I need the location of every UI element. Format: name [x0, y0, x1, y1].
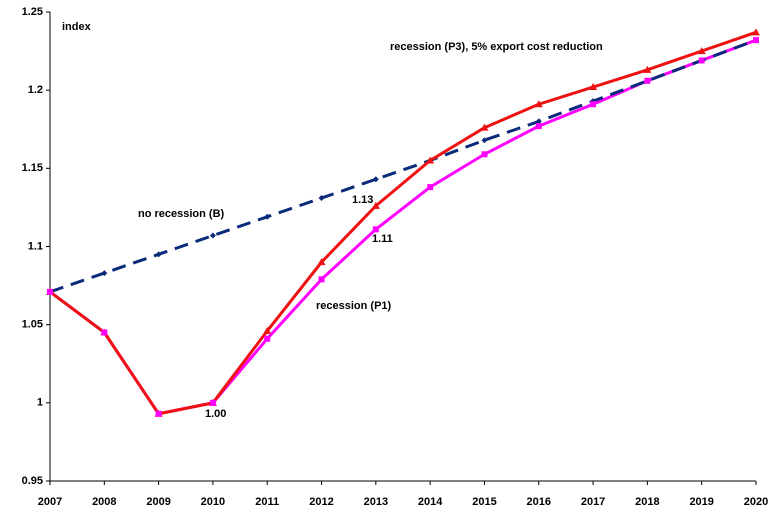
series-line [49, 38, 757, 294]
marker [101, 329, 108, 336]
annotation: 1.00 [205, 408, 226, 420]
y-tick-label: 1 [37, 397, 43, 409]
marker [155, 410, 162, 417]
x-tick-label: 2020 [744, 496, 768, 508]
marker [644, 77, 651, 84]
annotation: 1.13 [352, 194, 373, 206]
series-label: recession (P1) [316, 300, 392, 312]
marker [318, 276, 325, 283]
y-tick-label: 0.95 [22, 475, 43, 487]
marker [372, 176, 379, 183]
marker [589, 83, 598, 91]
marker [318, 195, 325, 202]
x-tick-label: 2014 [418, 496, 443, 508]
y-tick-label: 1.2 [28, 84, 43, 96]
marker [372, 226, 379, 233]
x-tick-label: 2013 [364, 496, 388, 508]
marker [209, 232, 216, 239]
marker [101, 270, 108, 277]
x-tick-label: 2011 [255, 496, 279, 508]
x-tick-label: 2009 [146, 496, 170, 508]
annotation: 1.11 [372, 233, 393, 245]
series-label: recession (P3), 5% export cost reduction [390, 41, 603, 53]
marker [534, 100, 543, 108]
series-line [49, 30, 757, 416]
marker [697, 47, 706, 55]
marker [426, 156, 435, 164]
marker [317, 258, 326, 266]
y-tick-label: 1.15 [22, 162, 43, 174]
marker [480, 123, 489, 131]
x-tick-label: 2012 [309, 496, 333, 508]
x-tick-label: 2015 [472, 496, 496, 508]
marker [264, 213, 271, 220]
marker [698, 57, 705, 64]
marker [155, 251, 162, 258]
x-tick-label: 2008 [92, 496, 116, 508]
marker [535, 118, 542, 125]
x-tick-label: 2019 [689, 496, 713, 508]
marker [263, 326, 272, 334]
x-tick-label: 2018 [635, 496, 659, 508]
marker [47, 288, 53, 295]
marker [481, 151, 488, 158]
y-tick-label: 1.1 [28, 240, 43, 252]
y-tick-label: 1.25 [22, 6, 43, 18]
y-tick-label: 1.05 [22, 319, 43, 331]
x-tick-label: 2016 [527, 496, 551, 508]
marker [427, 184, 434, 191]
marker [752, 28, 760, 36]
x-tick-label: 2010 [201, 496, 225, 508]
marker [753, 37, 759, 44]
marker [481, 137, 488, 144]
marker [590, 101, 597, 108]
series-line [49, 38, 757, 416]
series-label: no recession (B) [138, 208, 225, 220]
marker [209, 399, 216, 406]
marker [371, 201, 380, 209]
y-axis-label: index [62, 21, 92, 33]
x-tick-label: 2007 [38, 496, 62, 508]
marker [535, 123, 542, 130]
marker [264, 335, 271, 342]
x-tick-label: 2017 [581, 496, 605, 508]
marker [643, 65, 652, 73]
